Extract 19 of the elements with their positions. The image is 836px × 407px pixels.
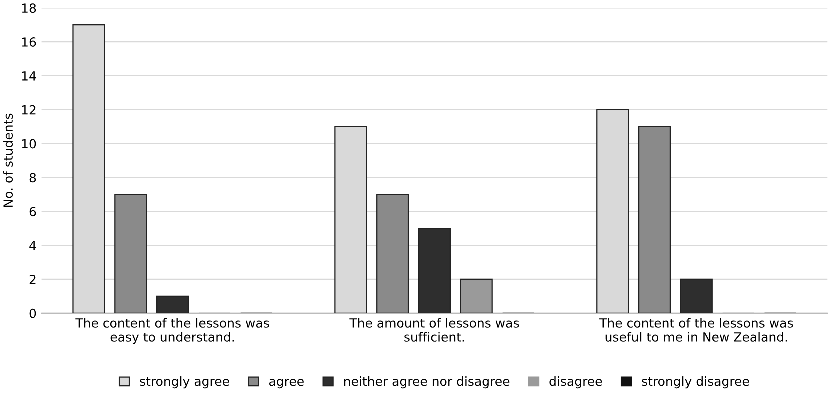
x-tick-label: The content of the lessons was easy to understand.: [76, 318, 270, 344]
legend-label: strongly agree: [140, 376, 230, 389]
y-tick-label: 6: [30, 207, 36, 217]
legend-label: strongly disagree: [642, 376, 750, 389]
y-tick-label: 0: [30, 308, 36, 318]
legend-label: agree: [269, 379, 304, 389]
y-tick-label: 16: [22, 38, 36, 47]
y-axis-title: No. of students: [3, 114, 14, 208]
y-tick-label: 8: [30, 173, 36, 183]
y-tick-label: 18: [22, 4, 36, 14]
y-tick-label: 2: [30, 274, 36, 284]
y-tick-label: 14: [22, 72, 36, 81]
y-tick-label: 12: [22, 105, 36, 115]
y-tick-label: 4: [30, 241, 36, 250]
x-tick-label: The amount of lessons was sufficient.: [350, 318, 520, 342]
legend-label: disagree: [550, 376, 602, 389]
x-tick-label: The content of the lessons was useful to me in New Zealand.: [600, 318, 794, 342]
y-tick-label: 10: [22, 139, 36, 149]
legend-label: neither agree nor disagree: [344, 376, 510, 389]
